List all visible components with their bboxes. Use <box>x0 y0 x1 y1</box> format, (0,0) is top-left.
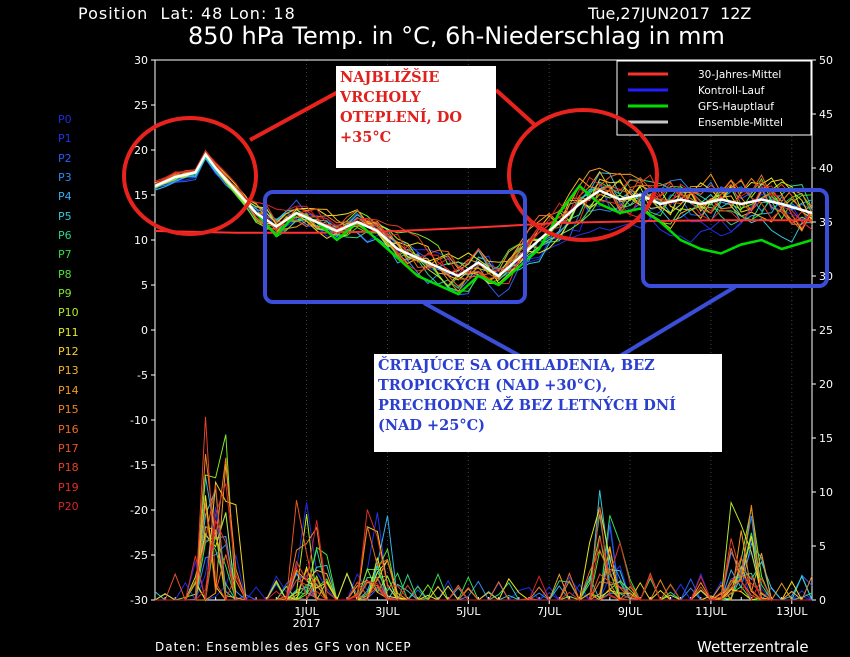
member-label-p18: P18 <box>58 461 79 475</box>
precip-line-p3 <box>154 515 812 601</box>
pointer-warm-right <box>494 88 538 128</box>
y-left-tick-label: -20 <box>130 504 148 517</box>
y-right-tick-label: 20 <box>819 378 833 391</box>
member-label-p19: P19 <box>58 480 79 494</box>
brand-label: Wetterzentrale <box>697 638 809 656</box>
highlight-circle-late <box>507 108 659 242</box>
chart-title: 850 hPa Temp. in °C, 6h-Niederschlag in … <box>188 22 725 50</box>
x-tick-label: 5JUL <box>456 605 481 618</box>
precip-line-p7 <box>155 515 812 602</box>
gfs-main-line <box>154 152 813 296</box>
pointer-warm-left <box>249 90 339 142</box>
member-label-p5: P5 <box>58 209 72 223</box>
y-left-tick-label: 25 <box>134 99 148 112</box>
x-tick-label: 1JUL <box>294 605 319 618</box>
member-label-p2: P2 <box>58 151 72 165</box>
precip-line-p0 <box>155 502 813 602</box>
y-left-tick-label: -15 <box>130 459 148 472</box>
member-label-p10: P10 <box>58 306 79 320</box>
highlight-box-cold-2 <box>641 188 829 288</box>
precip-line-p11 <box>154 495 812 601</box>
precip-line-p4 <box>155 476 813 601</box>
run-date: Tue,27JUN2017 12Z <box>588 4 752 23</box>
member-label-p11: P11 <box>58 325 79 339</box>
pointer-cold-right <box>618 285 737 358</box>
precip-line-p15 <box>155 453 813 601</box>
precip-line-p13 <box>155 526 812 601</box>
y-right-tick-label: 10 <box>819 486 833 499</box>
precip-line-p16 <box>155 502 812 602</box>
x-tick-label: 11JUL <box>695 605 727 618</box>
annotation-warm: NAJBLIŽŠIE VRCHOLY OTEPLENÍ, DO +35°C <box>336 66 496 168</box>
x-tick-sublabel: 2017 <box>293 617 321 630</box>
axes: -30 -25 -20 -15 -10 -5 0 5 10 15 20 25 30 0 5 10 15 20 25 3… <box>130 54 833 630</box>
y-left-tick-label: 15 <box>134 189 148 202</box>
y-left-tick-label: -25 <box>130 549 148 562</box>
y-left-tick-label: 10 <box>134 234 148 247</box>
x-tick-label: 9JUL <box>618 605 643 618</box>
y-left-tick-label: -30 <box>130 594 148 607</box>
annotation-cold: ČRTAJÚCE SA OCHLADENIA, BEZ TROPICKÝCH (… <box>374 354 722 452</box>
member-label-p8: P8 <box>58 267 72 281</box>
member-label-p9: P9 <box>58 287 72 301</box>
y-left-tick-label: -5 <box>137 369 148 382</box>
precip-line-p6 <box>155 514 813 602</box>
member-label-p6: P6 <box>58 229 72 243</box>
y-left-tick-label: 20 <box>134 144 148 157</box>
precip-line-p20 <box>155 483 812 601</box>
precip-line-p12 <box>155 480 812 602</box>
member-label-p1: P1 <box>58 132 72 146</box>
y-right-tick-label: 15 <box>819 432 833 445</box>
legend-label: GFS-Hauptlauf <box>698 101 774 113</box>
legend: 30-Jahres-Mittel Kontroll-Lauf GFS-Hauptla… <box>616 60 812 136</box>
member-label-p16: P16 <box>58 422 79 436</box>
highlight-box-cold-1 <box>263 190 527 304</box>
position-label: Position Lat: 48 Lon: 18 <box>78 4 296 23</box>
precip-line-p5 <box>154 489 813 602</box>
member-label-p7: P7 <box>58 248 72 262</box>
pointer-cold-left <box>423 301 521 358</box>
precip-line-p1 <box>155 506 813 602</box>
annotation-shapes <box>122 88 829 358</box>
member-label-p13: P13 <box>58 364 79 378</box>
legend-label: Ensemble-Mittel <box>698 117 783 129</box>
y-right-tick-label: 5 <box>819 540 826 553</box>
y-left-tick-label: 5 <box>141 279 148 292</box>
precip-line-p17 <box>155 484 812 602</box>
ensemble-mean-line <box>154 152 813 278</box>
x-tick-label: 3JUL <box>375 605 400 618</box>
member-label-p0: P0 <box>58 113 72 126</box>
precip-line-p19 <box>155 509 812 602</box>
data-source: Daten: Ensembles des GFS von NCEP <box>155 640 412 654</box>
y-left-tick-label: -10 <box>130 414 148 427</box>
member-label-p12: P12 <box>58 345 79 359</box>
y-right-tick-label: 45 <box>819 108 833 121</box>
y-left-tick-label: 30 <box>134 54 148 67</box>
precip-line-p2 <box>155 512 813 602</box>
member-label-p4: P4 <box>58 190 72 204</box>
member-label-p20: P20 <box>58 499 79 513</box>
climate-mean-line <box>154 219 812 234</box>
highlight-circle-early <box>122 116 258 236</box>
member-label-p17: P17 <box>58 441 79 455</box>
y-right-tick-label: 0 <box>819 594 826 607</box>
precip-line-p9 <box>155 434 812 601</box>
y-right-tick-label: 25 <box>819 324 833 337</box>
member-list: P0 P1 P2 P3 P4 P5 P6 P7 P8 P9 P10 P11 P12 P13 P14 P15 P1… <box>58 110 79 516</box>
y-right-tick-label: 40 <box>819 162 833 175</box>
member-label-p3: P3 <box>58 171 72 185</box>
member-label-p14: P14 <box>58 383 79 397</box>
y-left-tick-label: 0 <box>141 324 148 337</box>
member-label-p15: P15 <box>58 403 79 417</box>
precip-line-p14 <box>155 463 812 602</box>
x-tick-label: 13JUL <box>776 605 808 618</box>
precip-line-p10 <box>155 500 812 602</box>
x-tick-label: 7JUL <box>537 605 562 618</box>
legend-label: Kontroll-Lauf <box>698 85 765 97</box>
legend-label: 30-Jahres-Mittel <box>698 69 781 81</box>
y-right-tick-label: 50 <box>819 54 833 67</box>
